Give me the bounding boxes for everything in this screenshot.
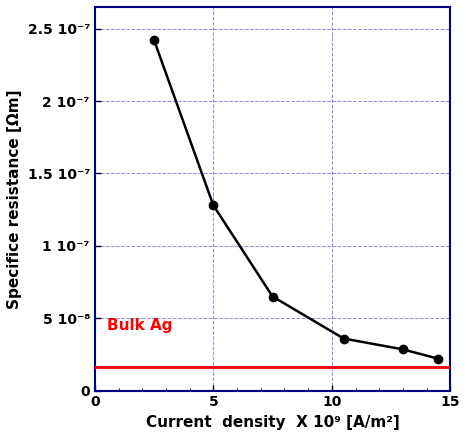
- Text: Bulk Ag: Bulk Ag: [106, 318, 172, 333]
- X-axis label: Current  density  X 10⁹ [A/m²]: Current density X 10⁹ [A/m²]: [146, 415, 399, 430]
- Y-axis label: Specifice resistance [Ωm]: Specifice resistance [Ωm]: [7, 89, 22, 309]
